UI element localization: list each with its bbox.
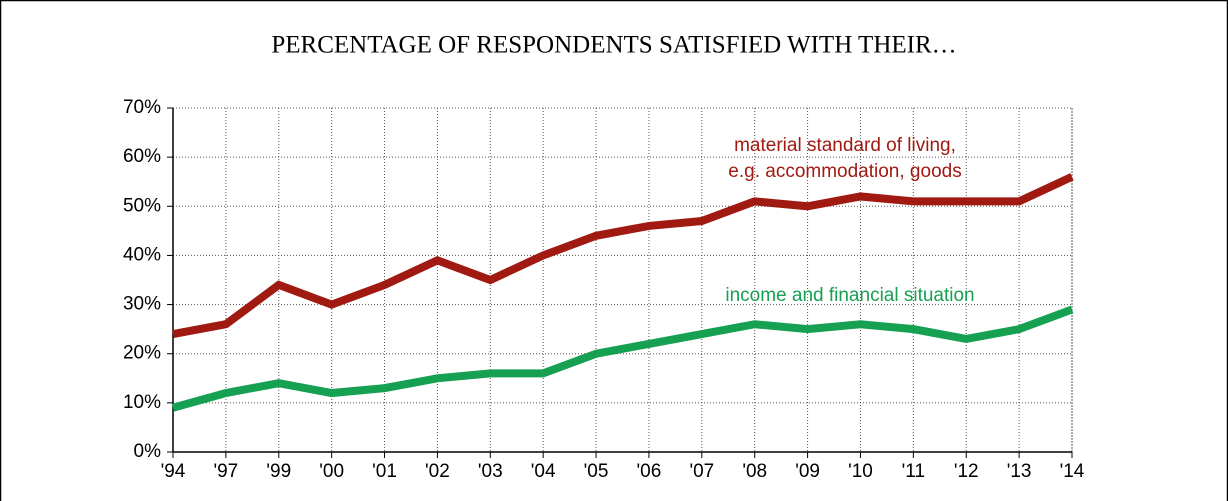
chart-title: PERCENTAGE OF RESPONDENTS SATISFIED WITH… [271,32,956,59]
y-tick-label: 10% [123,392,161,413]
y-tick-label: 40% [123,244,161,265]
y-tick-label: 70% [123,97,161,118]
x-tick-label: '12 [954,461,979,482]
x-tick-label: '99 [266,461,291,482]
y-tick-label: 30% [123,294,161,315]
x-tick-label: '14 [1060,461,1085,482]
x-tick-label: '13 [1007,461,1032,482]
x-tick-label: '00 [319,461,344,482]
x-tick-label: '05 [584,461,609,482]
series-line [172,173,1074,338]
x-tick-label: '11 [902,461,925,482]
x-tick-label: '08 [742,461,767,482]
x-tick-label: '07 [689,461,714,482]
x-tick-label: '94 [161,461,186,482]
y-tick-label: 20% [123,343,161,364]
annotation: income and financial situation [725,285,974,306]
y-tick-label: 0% [134,441,162,462]
x-tick-label: '06 [637,461,662,482]
x-tick-label: '03 [478,461,503,482]
annotation: e.g. accommodation, goods [728,161,961,182]
series-line [171,305,1074,412]
x-tick-label: '02 [425,461,450,482]
x-tick-label: '97 [213,461,238,482]
y-tick-label: 50% [123,195,161,216]
x-tick-label: '10 [848,461,873,482]
x-tick-label: '01 [372,461,397,482]
y-tick-label: 60% [123,146,161,167]
annotation: material standard of living, [734,135,956,156]
x-tick-label: '04 [531,461,556,482]
x-tick-label: '09 [795,461,820,482]
